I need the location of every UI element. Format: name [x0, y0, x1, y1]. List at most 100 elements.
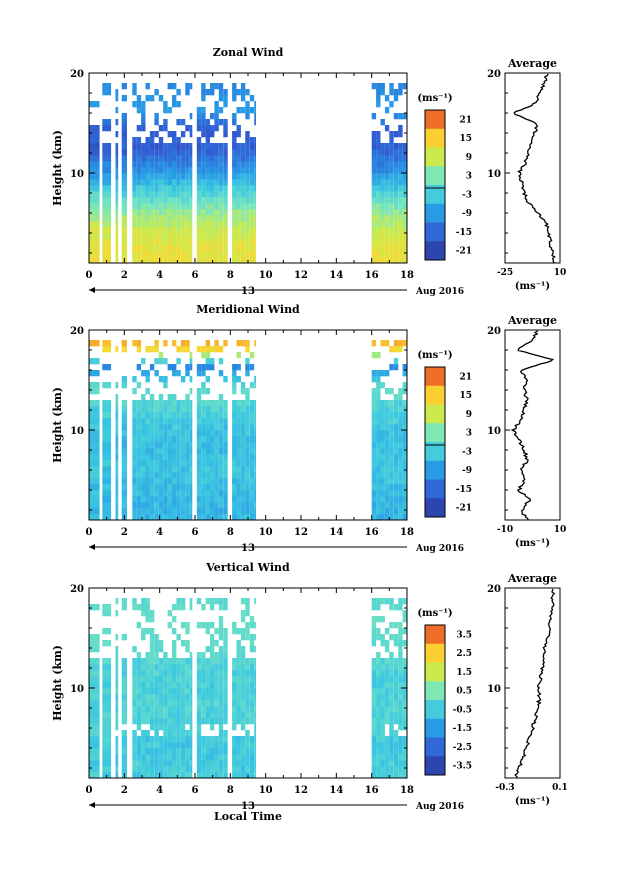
heatmap-cell	[371, 466, 377, 473]
heatmap-cell	[384, 598, 390, 605]
heatmap-cell	[218, 616, 224, 623]
heatmap-cell	[398, 89, 403, 96]
heatmap-cell	[245, 478, 250, 485]
heatmap-cell	[254, 634, 256, 641]
heatmap-cell	[371, 664, 377, 671]
heatmap-cell	[210, 125, 215, 132]
average-y-tick-label: 20	[487, 584, 501, 595]
heatmap-cell	[240, 772, 246, 779]
heatmap-cell	[189, 161, 193, 168]
heatmap-cell	[210, 508, 215, 515]
heatmap-cell	[180, 730, 186, 737]
heatmap-cell	[254, 694, 256, 701]
heatmap-cell	[172, 754, 177, 761]
heatmap-cell	[371, 167, 377, 174]
heatmap-cell	[205, 466, 210, 473]
heatmap-cell	[376, 245, 381, 252]
heatmap-cell	[232, 712, 237, 719]
heatmap-cell	[149, 143, 155, 150]
heatmap-cell	[180, 430, 186, 437]
heatmap-cell	[145, 760, 150, 767]
heatmap-cell	[376, 748, 381, 755]
heatmap-cell	[136, 484, 142, 491]
heatmap-cell	[236, 412, 241, 419]
heatmap-cell	[102, 215, 112, 222]
heatmap-cell	[245, 766, 250, 773]
heatmap-cell	[205, 245, 210, 252]
heatmap-cell	[163, 670, 168, 677]
heatmap-cell	[240, 251, 246, 258]
heatmap-cell	[163, 239, 168, 246]
heatmap-cell	[163, 185, 168, 192]
heatmap-cell	[180, 508, 186, 515]
heatmap-cell	[141, 664, 146, 671]
heatmap-cell	[240, 388, 246, 395]
heatmap-cell	[121, 197, 127, 204]
heatmap-cell	[189, 131, 193, 138]
heatmap-cell	[145, 173, 150, 180]
heatmap-cell	[189, 436, 193, 443]
heatmap-cell	[201, 694, 206, 701]
heatmap-cell	[254, 179, 256, 186]
heatmap-cell	[245, 472, 250, 479]
heatmap-cell	[196, 364, 202, 371]
heatmap-cell	[384, 388, 390, 395]
heatmap-cell	[384, 484, 390, 491]
average-frame	[504, 329, 561, 521]
heatmap-cell	[376, 442, 381, 449]
heatmap-cell	[240, 227, 246, 234]
heatmap-cell	[89, 712, 100, 719]
heatmap-cell	[205, 173, 210, 180]
heatmap-cell	[245, 137, 250, 144]
heatmap-cell	[180, 622, 186, 629]
heatmap-cell	[402, 83, 407, 90]
heatmap-cell	[196, 227, 202, 234]
heatmap-cell	[210, 634, 215, 641]
heatmap-cell	[214, 173, 219, 180]
heatmap-cell	[223, 748, 228, 755]
heatmap-cell	[240, 257, 246, 264]
heatmap-cell	[371, 370, 377, 377]
heatmap-cell	[223, 418, 228, 425]
heatmap-cell	[380, 173, 385, 180]
heatmap-cell	[176, 682, 181, 689]
heatmap-cell	[136, 454, 142, 461]
heatmap-cell	[240, 646, 246, 653]
heatmap-cell	[376, 83, 381, 90]
heatmap-cell	[245, 233, 250, 240]
heatmap-cell	[141, 257, 146, 264]
heatmap-cell	[384, 436, 390, 443]
heatmap-cell	[167, 364, 172, 371]
heatmap-cell	[393, 706, 399, 713]
heatmap-cell	[201, 658, 206, 665]
heatmap-cell	[254, 418, 256, 425]
heatmap-cell	[180, 221, 186, 228]
heatmap-cell	[376, 155, 381, 162]
heatmap-cell	[180, 239, 186, 246]
heatmap-cell	[389, 412, 394, 419]
heatmap-cell	[89, 167, 100, 174]
heatmap-cell	[205, 131, 210, 138]
heatmap-cell	[240, 664, 246, 671]
heatmap-cell	[210, 622, 215, 629]
heatmap-cell	[245, 742, 250, 749]
heatmap-cell	[145, 215, 150, 222]
heatmap-cell	[163, 688, 168, 695]
heatmap-cell	[115, 706, 119, 713]
heatmap-cell	[167, 490, 172, 497]
heatmap-cell	[102, 251, 112, 258]
heatmap-cell	[141, 448, 146, 455]
x-tick-label: 2	[121, 527, 128, 538]
heatmap-cell	[115, 436, 119, 443]
heatmap-cell	[223, 203, 228, 210]
heatmap-cell	[201, 257, 206, 264]
colorbar-unit: (ms⁻¹)	[417, 608, 452, 619]
heatmap-cell	[236, 167, 241, 174]
heatmap-cell	[201, 215, 206, 222]
heatmap-cell	[214, 257, 219, 264]
heatmap-cell	[121, 718, 127, 725]
heatmap-cell	[393, 436, 399, 443]
colorbar-segment	[425, 367, 445, 387]
heatmap-cell	[136, 652, 142, 659]
heatmap-cell	[176, 215, 181, 222]
